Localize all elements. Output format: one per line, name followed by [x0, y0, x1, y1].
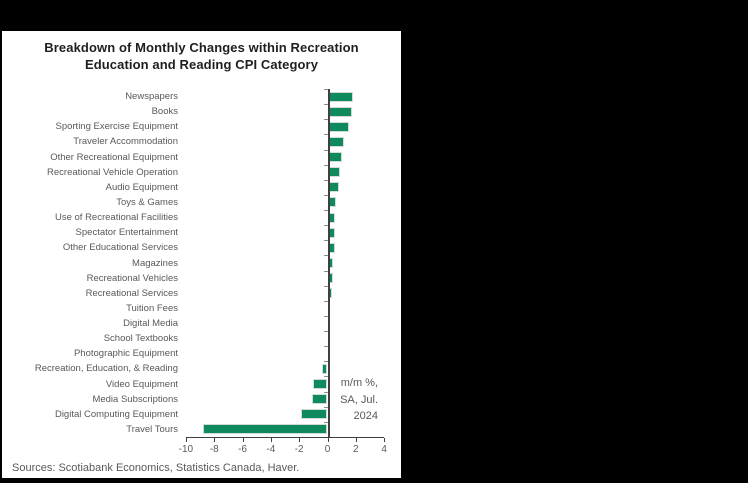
bar — [300, 409, 328, 420]
bar — [327, 91, 353, 102]
category-boundary-tick — [323, 210, 328, 212]
category-label: Digital Computing Equipment — [54, 408, 178, 420]
category-boundary-tick — [323, 194, 328, 196]
x-axis-tick-label: -10 — [178, 444, 194, 455]
category-boundary-tick — [323, 376, 328, 378]
category-boundary-tick — [323, 179, 328, 181]
annotation-line3: 2024 — [353, 410, 378, 422]
category-label: School Textbooks — [103, 333, 178, 345]
bar — [313, 379, 328, 390]
category-boundary-tick — [323, 270, 328, 272]
category-label: Sporting Exercise Equipment — [55, 121, 178, 133]
category-label: Books — [151, 106, 178, 118]
category-label: Recreation, Education, & Reading — [34, 363, 178, 375]
category-boundary-tick — [323, 240, 328, 242]
category-label: Other Recreational Equipment — [50, 151, 178, 163]
category-label: Digital Media — [123, 318, 178, 330]
category-boundary-tick — [323, 164, 328, 166]
x-axis-tick-label: 2 — [353, 444, 359, 455]
category-boundary-tick — [323, 421, 328, 423]
category-boundary-tick — [323, 255, 328, 257]
category-label: Toys & Games — [116, 196, 178, 208]
bar — [321, 363, 328, 374]
chart-panel: Breakdown of Monthly Changes within Recr… — [2, 31, 401, 478]
x-axis-tick-label: -6 — [238, 444, 247, 455]
category-label: Use of Recreational Facilities — [54, 212, 178, 224]
annotation-line1: m/m %, — [340, 377, 378, 389]
x-axis-tick — [299, 438, 301, 442]
category-label: Video Equipment — [105, 378, 178, 390]
x-axis-tick — [355, 438, 357, 442]
chart-title-line1: Breakdown of Monthly Changes within Recr… — [44, 40, 359, 55]
x-axis-tick-label: 4 — [381, 444, 387, 455]
category-label: Newspapers — [125, 91, 178, 103]
category-boundary-tick — [323, 104, 328, 106]
category-label: Travel Tours — [126, 423, 178, 435]
category-boundary-tick — [323, 346, 328, 348]
x-axis-tick — [270, 438, 272, 442]
x-axis-tick — [327, 438, 329, 442]
zero-axis-line — [327, 89, 330, 437]
x-axis-tick — [384, 438, 386, 442]
category-boundary-tick — [323, 391, 328, 393]
category-label: Media Subscriptions — [92, 393, 178, 405]
x-axis-tick-label: -4 — [266, 444, 276, 455]
source-note: Sources: Scotiabank Economics, Statistic… — [12, 462, 300, 474]
bar — [202, 424, 328, 435]
category-boundary-tick — [323, 119, 328, 121]
x-axis-tick-label: -8 — [209, 444, 219, 455]
category-boundary-tick — [323, 361, 328, 363]
category-boundary-tick — [323, 149, 328, 151]
category-boundary-tick — [323, 134, 328, 136]
x-axis-tick-label: 0 — [324, 444, 331, 455]
x-axis-tick — [185, 438, 187, 442]
bar — [327, 152, 342, 163]
category-label: Magazines — [132, 257, 178, 269]
annotation-line2: SA, Jul. — [340, 393, 378, 406]
category-boundary-tick — [323, 300, 328, 302]
category-boundary-tick — [323, 406, 328, 408]
category-label: Spectator Entertainment — [75, 227, 178, 239]
bar — [311, 394, 328, 405]
category-label: Other Educational Services — [62, 242, 178, 254]
chart-annotation: m/m %, SA, Jul. 2024 — [340, 375, 378, 425]
category-label: Tuition Fees — [126, 302, 178, 314]
category-label: Recreational Services — [85, 287, 178, 299]
category-label: Audio Equipment — [105, 181, 178, 193]
category-label: Photographic Equipment — [73, 348, 178, 360]
category-boundary-tick — [323, 315, 328, 317]
chart-title: Breakdown of Monthly Changes within Recr… — [2, 39, 401, 73]
bar — [327, 136, 345, 147]
x-axis-tick-label: -2 — [294, 444, 304, 455]
category-label: Recreational Vehicles — [86, 272, 178, 284]
category-label: Traveler Accommodation — [73, 136, 178, 148]
chart-title-line2: Education and Reading CPI Category — [84, 57, 319, 72]
bar — [327, 121, 349, 132]
bar — [327, 106, 352, 117]
category-boundary-tick — [323, 285, 328, 287]
category-boundary-tick — [323, 331, 328, 333]
x-axis-tick — [214, 438, 216, 442]
category-boundary-tick — [323, 89, 328, 90]
category-boundary-tick — [323, 225, 328, 227]
bar-chart-plot-area: Newspapers Books Sporting Exercise Equipme… — [2, 31, 401, 478]
x-axis-tick — [242, 438, 244, 442]
x-axis-line — [185, 437, 385, 438]
category-label: Recreational Vehicle Operation — [47, 166, 178, 178]
